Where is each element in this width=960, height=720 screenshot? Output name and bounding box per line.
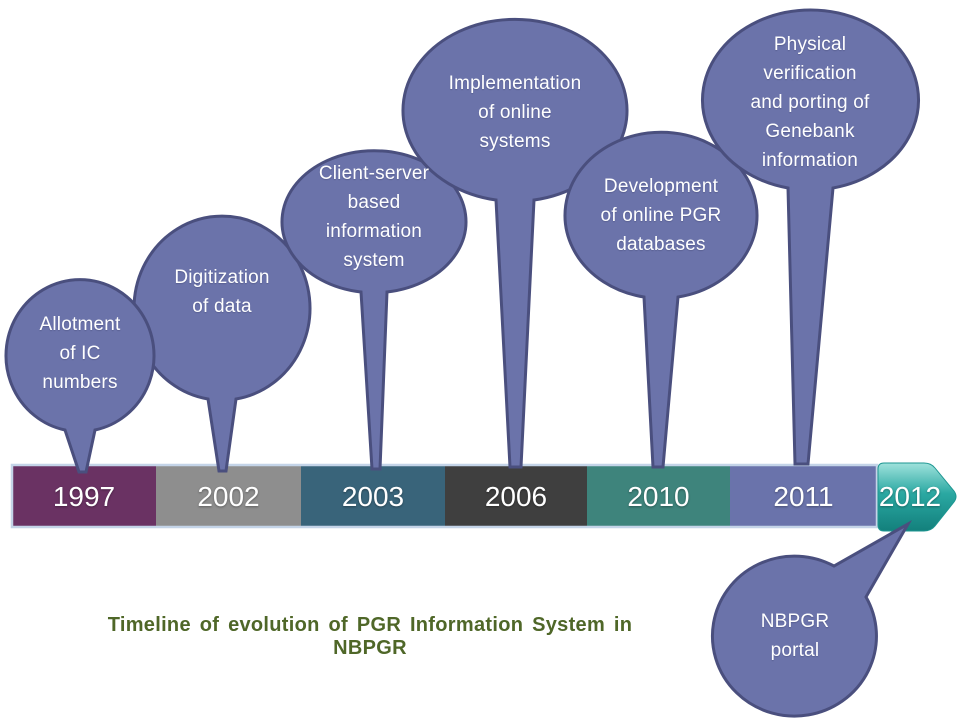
balloon-allotment-shape (4, 278, 156, 474)
timeline-bar-outline (10, 463, 879, 529)
timeline-segment-1997 (12, 465, 156, 527)
timeline-segment-2002 (156, 465, 301, 527)
year-label-1997: 1997 (52, 481, 116, 512)
timeline-arrow-2012 (877, 462, 957, 532)
balloon-allotment-text: Allotment of IC numbers (39, 314, 121, 393)
slide-caption: Timeline of evolution of PGR Information… (107, 614, 633, 659)
year-label-2003: 2003 (341, 481, 405, 512)
balloon-implementation-text: Implementation of online systems (448, 73, 582, 152)
balloon-nbpgr-portal-text: NBPGR portal (760, 611, 830, 661)
balloon-physical-verification-text: Physical verification and porting of Gen… (750, 34, 870, 171)
timeline-segment-2006 (445, 465, 587, 527)
year-label-2010: 2010 (627, 481, 690, 512)
balloon-nbpgr-portal-shape (710, 519, 913, 718)
year-label-2002: 2002 (197, 481, 260, 512)
timeline-segment-2010 (587, 465, 730, 527)
balloon-development-text: Development of online PGR databases (600, 176, 722, 255)
year-label-2006: 2006 (484, 481, 548, 512)
year-label-2012: 2012 (878, 481, 942, 512)
timeline-segment-2011 (730, 465, 877, 527)
balloon-client-server-shape (280, 149, 468, 471)
timeline-segment-2003 (301, 465, 445, 527)
balloon-digitization-shape (132, 214, 312, 473)
balloon-client-server-text: Client-server based information system (318, 163, 430, 271)
year-label-2011: 2011 (773, 481, 834, 512)
balloon-digitization-text: Digitization of data (174, 267, 270, 317)
balloon-physical-verification-shape (701, 8, 920, 466)
balloon-development-shape (563, 130, 759, 469)
